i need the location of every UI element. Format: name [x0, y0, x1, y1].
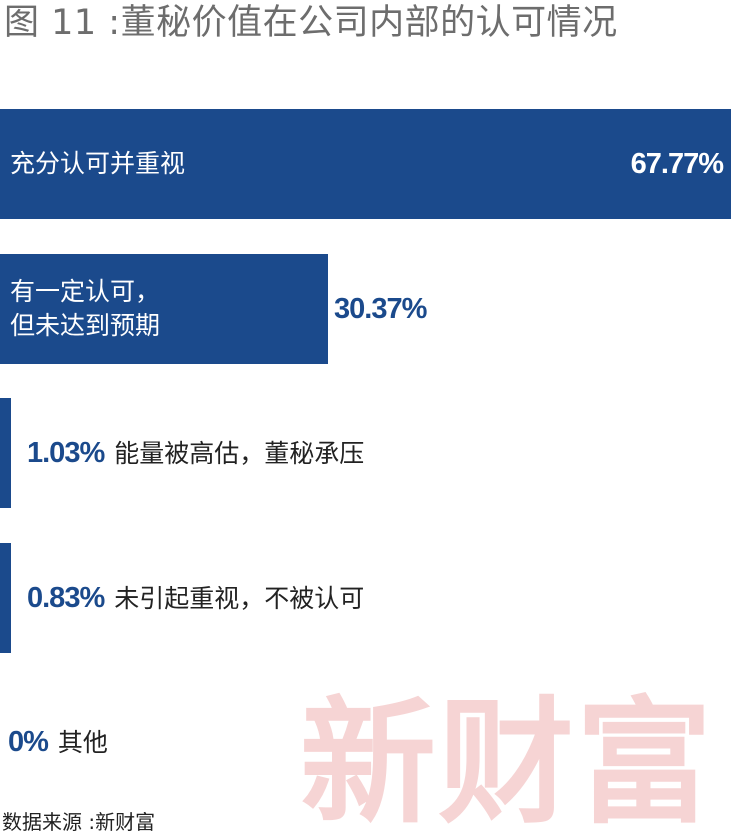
bar-annotation-4: 0% 其他	[8, 724, 108, 760]
bar-2	[0, 398, 11, 508]
source-note: 数据来源 :新财富	[2, 810, 156, 834]
bar-3	[0, 542, 11, 653]
value-label-0: 67.77%	[630, 148, 724, 180]
value-label-2: 1.03%	[27, 437, 105, 469]
value-label-3: 0.83%	[27, 581, 105, 614]
bar-0	[0, 109, 731, 219]
bar-1	[0, 253, 328, 364]
value-label-1: 30.37%	[334, 292, 427, 325]
category-label-0: 充分认可并重视	[10, 149, 186, 178]
category-label-4: 其他	[57, 728, 108, 757]
bar-annotation-3: 0.83% 未引起重视，不被认可	[27, 580, 364, 616]
chart-title: 图 11 :董秘价值在公司内部的认可情况	[4, 3, 618, 43]
category-label-2: 能量被高估，董秘承压	[114, 439, 365, 468]
value-label-4: 0%	[8, 726, 49, 758]
watermark-logo: 新财富	[300, 690, 714, 836]
category-label-3: 未引起重视，不被认可	[114, 583, 365, 613]
bar-annotation-2: 1.03% 能量被高估，董秘承压	[27, 435, 364, 471]
category-label-1: 有一定认可， 但未达到预期	[10, 276, 161, 340]
